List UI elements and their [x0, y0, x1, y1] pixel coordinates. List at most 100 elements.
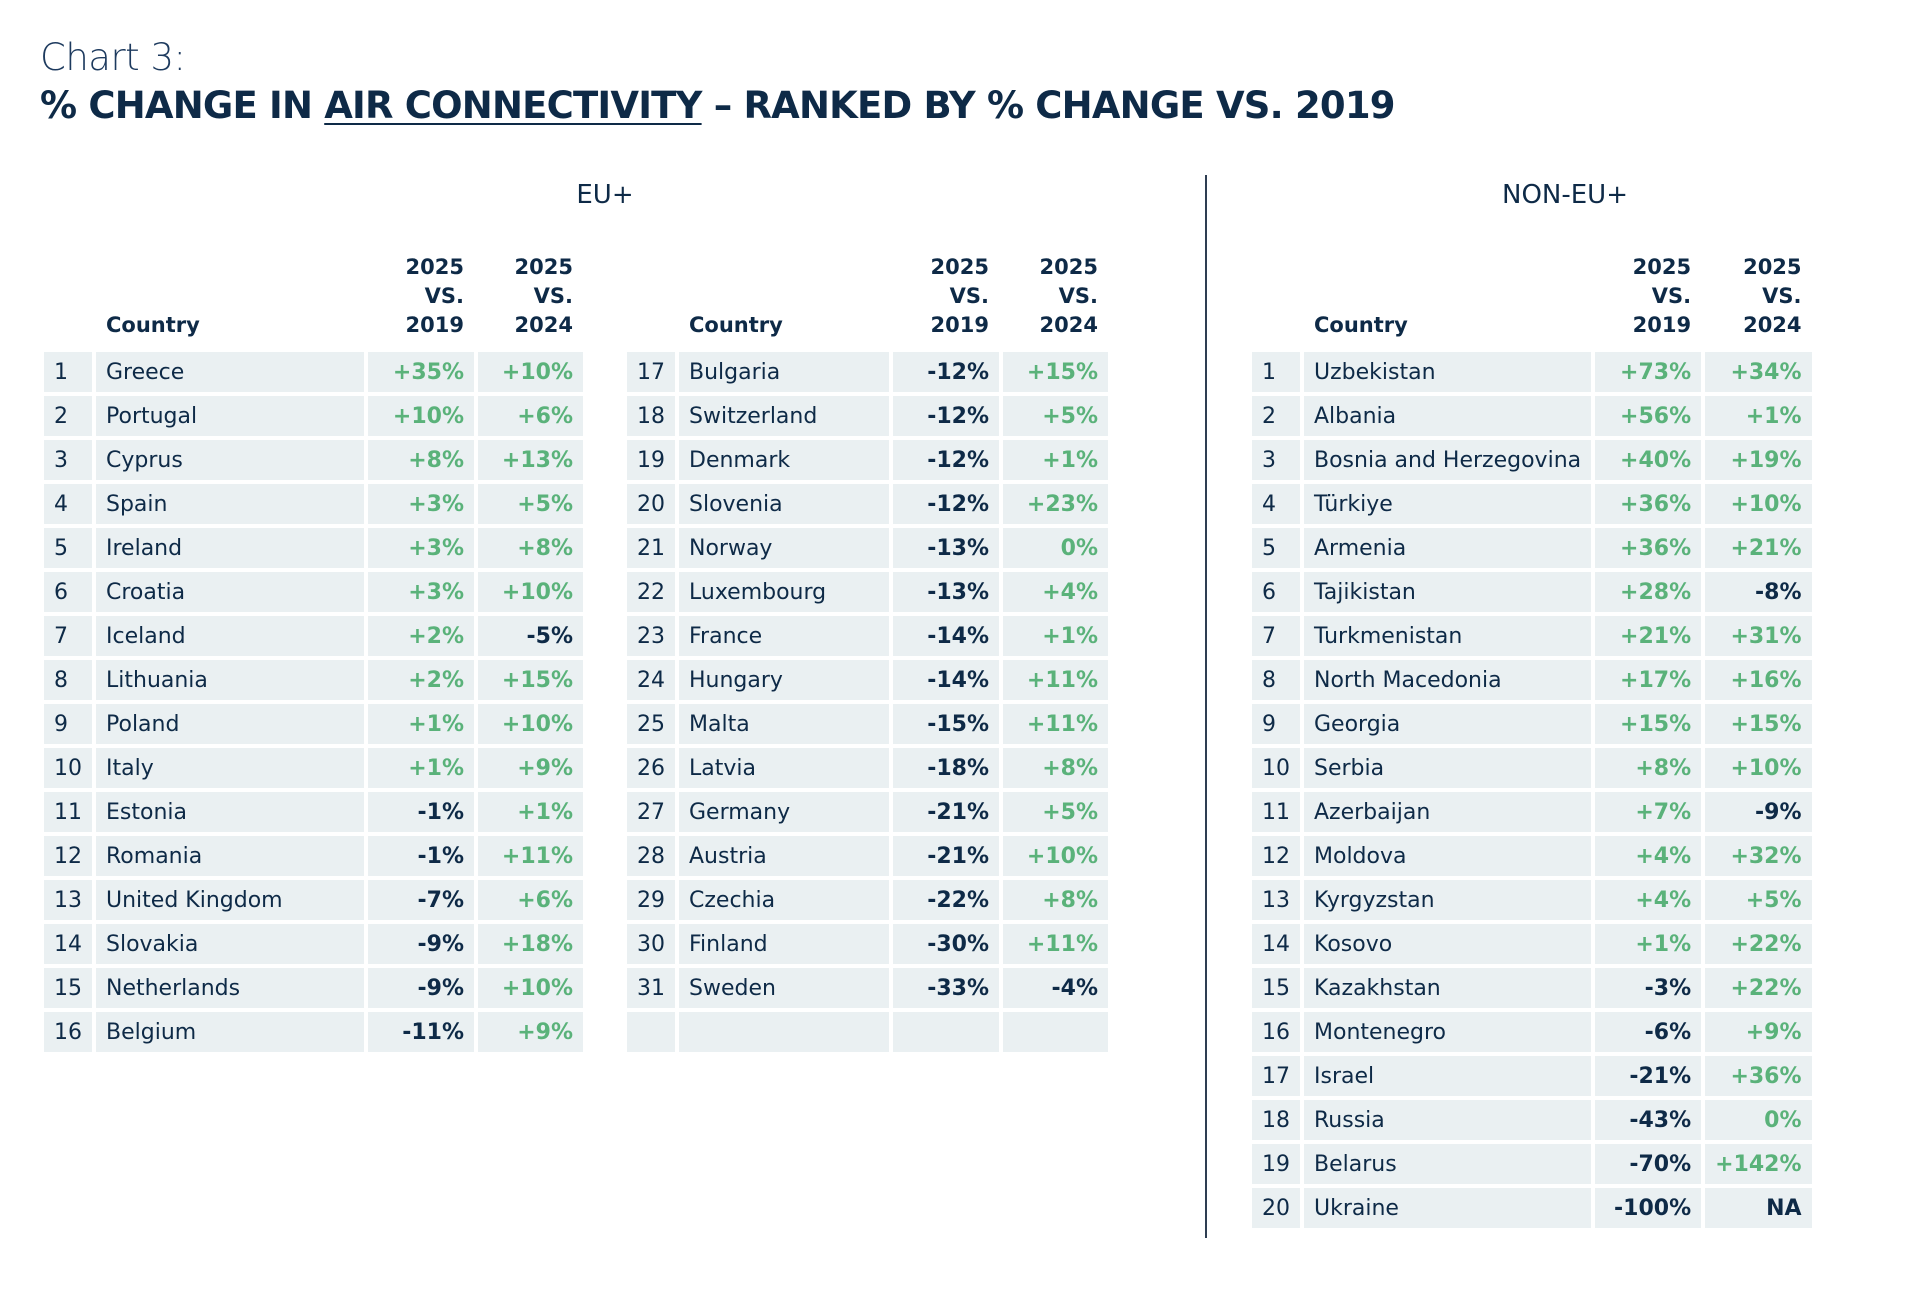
table-row: 1 Uzbekistan +73% +34% [1252, 352, 1812, 392]
vs2019-header: 2025 VS. 2019 [893, 253, 999, 348]
table-row: 9 Poland +1% +10% [44, 704, 583, 744]
vs2019-cell: -33% [893, 968, 999, 1008]
rank-cell: 8 [44, 660, 92, 700]
country-header: Country [1314, 313, 1408, 337]
country-cell: Belarus [1304, 1144, 1592, 1184]
country-cell: Kyrgyzstan [1304, 880, 1592, 920]
rank-cell: 26 [627, 748, 675, 788]
vs2019-cell: +4% [1595, 836, 1702, 876]
rank-cell: 14 [1252, 924, 1300, 964]
table-row: 15 Netherlands -9% +10% [44, 968, 583, 1008]
table-row: 10 Italy +1% +9% [44, 748, 583, 788]
vs2019-cell: +3% [368, 484, 474, 524]
table-row: 10 Serbia +8% +10% [1252, 748, 1812, 788]
vs2019-cell: +17% [1595, 660, 1702, 700]
country-cell: Croatia [96, 572, 364, 612]
rank-cell: 9 [1252, 704, 1300, 744]
country-cell: Luxembourg [679, 572, 889, 612]
country-cell: United Kingdom [96, 880, 364, 920]
rank-cell: 1 [44, 352, 92, 392]
country-cell: Kazakhstan [1304, 968, 1592, 1008]
vs2019-cell: -12% [893, 352, 999, 392]
rank-cell: 7 [1252, 616, 1300, 656]
vs2019-header: 2025 VS. 2019 [1595, 253, 1701, 348]
rank-cell: 23 [627, 616, 675, 656]
table-row: 12 Moldova +4% +32% [1252, 836, 1812, 876]
table-row: 3 Cyprus +8% +13% [44, 440, 583, 480]
table-row: 25 Malta -15% +11% [627, 704, 1108, 744]
vs2024-cell: +15% [1003, 352, 1108, 392]
vs2019-cell: +8% [1595, 748, 1702, 788]
rank-cell: 27 [627, 792, 675, 832]
rank-cell: 18 [1252, 1100, 1300, 1140]
rank-cell: 28 [627, 836, 675, 876]
country-cell: Albania [1304, 396, 1592, 436]
vs2024-cell: +4% [1003, 572, 1108, 612]
vs2024-header-label: VS. 2024 [1743, 284, 1802, 337]
vs2024-cell: +18% [478, 924, 583, 964]
vs2024-cell: +10% [478, 968, 583, 1008]
table-row: 18 Russia -43% 0% [1252, 1100, 1812, 1140]
vs2024-cell: 0% [1705, 1100, 1812, 1140]
vs2024-cell: +23% [1003, 484, 1108, 524]
vs2019-cell: -30% [893, 924, 999, 964]
vs2019-cell: -14% [893, 660, 999, 700]
vs2024-cell: +8% [1003, 748, 1108, 788]
table-row: 19 Denmark -12% +1% [627, 440, 1108, 480]
vs2019-cell: +8% [368, 440, 474, 480]
rank-cell: 18 [627, 396, 675, 436]
vs2019-header-label: VS. 2019 [930, 284, 989, 337]
vs2019-cell: +3% [368, 528, 474, 568]
eu-table-right: Country 2025 VS. 2019 2025 VS. 2024 17 Bulgari… [623, 249, 1112, 1056]
rank-cell: 19 [1252, 1144, 1300, 1184]
rank-cell: 11 [44, 792, 92, 832]
country-cell: Latvia [679, 748, 889, 788]
rank-cell: 14 [44, 924, 92, 964]
vs2024-header: 2025 VS. 2024 [478, 253, 583, 348]
vs2019-header: 2025 VS. 2019 [368, 253, 474, 348]
vs2019-cell: -3% [1595, 968, 1702, 1008]
vs2019-cell: -22% [893, 880, 999, 920]
rank-cell: 22 [627, 572, 675, 612]
vs2019-cell: +2% [368, 660, 474, 700]
vs2019-cell: -12% [893, 396, 999, 436]
rank-cell: 12 [44, 836, 92, 876]
table-row: 23 France -14% +1% [627, 616, 1108, 656]
country-cell: Ireland [96, 528, 364, 568]
vs2024-cell: +9% [478, 748, 583, 788]
country-cell: Germany [679, 792, 889, 832]
rank-header [44, 253, 92, 348]
vs2019-cell: -18% [893, 748, 999, 788]
table-row: 11 Estonia -1% +1% [44, 792, 583, 832]
rank-cell: 20 [627, 484, 675, 524]
title-before: % CHANGE IN [40, 84, 325, 127]
vs2019-cell: +21% [1595, 616, 1702, 656]
rank-cell: 5 [1252, 528, 1300, 568]
vs2019-header-year: 2025 [405, 255, 464, 279]
table-row: 19 Belarus -70% +142% [1252, 1144, 1812, 1184]
section-title-non-eu: NON-EU+ [1502, 180, 1628, 210]
vs2024-cell: +1% [1003, 440, 1108, 480]
country-cell: Austria [679, 836, 889, 876]
table-row: 20 Slovenia -12% +23% [627, 484, 1108, 524]
vs2019-cell: -100% [1595, 1188, 1702, 1228]
rank-cell: 2 [1252, 396, 1300, 436]
vs2024-cell: -4% [1003, 968, 1108, 1008]
country-cell: Moldova [1304, 836, 1592, 876]
vs2024-cell: +1% [1705, 396, 1812, 436]
rank-cell: 12 [1252, 836, 1300, 876]
vs2024-cell: +11% [478, 836, 583, 876]
country-cell: Uzbekistan [1304, 352, 1592, 392]
country-cell: Turkmenistan [1304, 616, 1592, 656]
country-cell: Belgium [96, 1012, 364, 1052]
country-cell: Greece [96, 352, 364, 392]
vs2024-cell: +9% [478, 1012, 583, 1052]
eu-table-left: Country 2025 VS. 2019 2025 VS. 2024 1 Greece +3… [40, 249, 587, 1056]
table-row: 7 Iceland +2% -5% [44, 616, 583, 656]
vs2024-cell: +8% [1003, 880, 1108, 920]
header-row: Country 2025 VS. 2019 2025 VS. 2024 [1252, 253, 1812, 348]
empty-vs2019-cell [893, 1012, 999, 1052]
country-cell: Czechia [679, 880, 889, 920]
vs2024-header-year: 2025 [1743, 255, 1802, 279]
vs2019-cell: -12% [893, 484, 999, 524]
